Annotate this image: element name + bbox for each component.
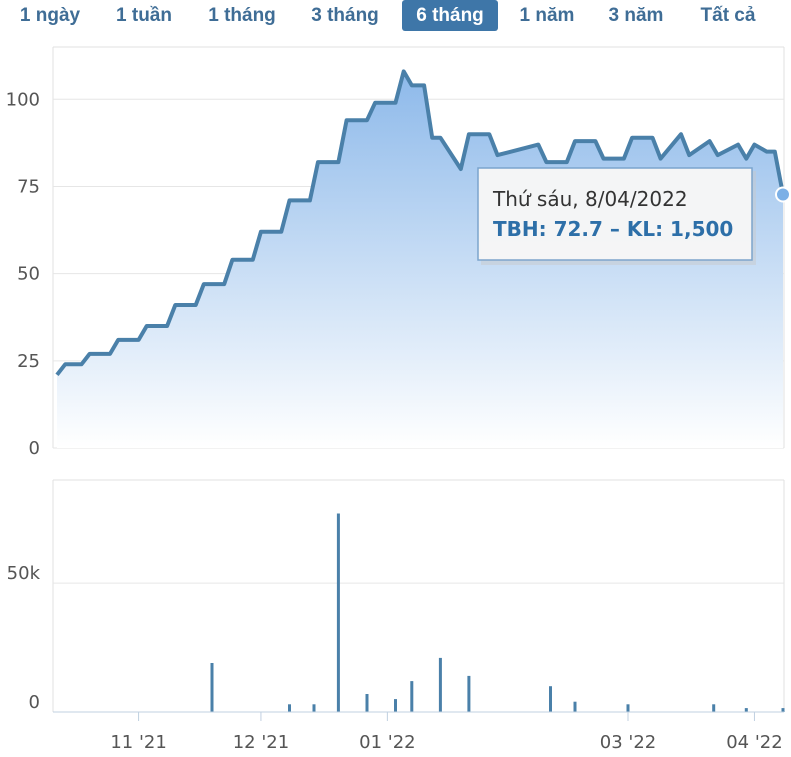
volume-bar bbox=[410, 681, 414, 712]
range-tab-3-years[interactable]: 3 năm bbox=[608, 5, 664, 26]
range-tab-6-months[interactable]: 6 tháng bbox=[402, 0, 498, 31]
price-y-tick-label: 0 bbox=[29, 438, 40, 459]
volume-bar bbox=[573, 701, 577, 712]
tooltip: Thứ sáu, 8/04/2022 TBH: 72.7 – KL: 1,500 bbox=[477, 167, 756, 265]
price-y-tick-label: 100 bbox=[6, 89, 40, 110]
x-tick-label: 01 '22 bbox=[359, 732, 415, 753]
price-y-axis: 0 25 50 75 100 bbox=[6, 89, 40, 459]
volume-bar bbox=[365, 694, 369, 712]
range-tab-3-months[interactable]: 3 tháng bbox=[311, 5, 379, 26]
volume-bar bbox=[626, 704, 630, 712]
tooltip-date: Thứ sáu, 8/04/2022 bbox=[492, 187, 688, 211]
volume-bar bbox=[438, 657, 442, 712]
range-tab-1-week[interactable]: 1 tuần bbox=[116, 5, 172, 26]
hover-point-marker bbox=[775, 186, 791, 203]
volume-bar bbox=[712, 704, 716, 712]
range-tab-all[interactable]: Tất cả bbox=[700, 5, 756, 26]
price-area bbox=[57, 71, 783, 449]
x-tick-label: 11 '21 bbox=[110, 732, 166, 753]
tooltip-values: TBH: 72.7 – KL: 1,500 bbox=[493, 217, 733, 241]
volume-bar bbox=[312, 704, 316, 712]
x-tick-label: 03 '22 bbox=[600, 732, 656, 753]
volume-bar bbox=[467, 675, 471, 712]
volume-bars bbox=[210, 513, 785, 712]
tooltip-box bbox=[477, 167, 753, 261]
volume-y-axis: 0 50k bbox=[7, 563, 41, 713]
volume-y-tick-label: 0 bbox=[29, 692, 40, 713]
range-tab-1-day[interactable]: 1 ngày bbox=[19, 5, 81, 26]
price-y-tick-label: 50 bbox=[17, 264, 40, 285]
range-selector: 1 ngày 1 tuần 1 tháng 3 tháng 6 tháng 1 … bbox=[0, 0, 791, 34]
volume-bar bbox=[394, 699, 397, 712]
price-y-tick-label: 25 bbox=[17, 351, 40, 372]
x-axis: 11 '21 12 '21 01 '22 03 '22 04 '22 bbox=[110, 712, 783, 753]
volume-bar bbox=[210, 663, 214, 712]
x-tick-label: 12 '21 bbox=[233, 732, 289, 753]
volume-y-tick-label: 50k bbox=[7, 563, 41, 584]
volume-bar bbox=[288, 704, 291, 712]
hover-point bbox=[775, 186, 791, 203]
range-tab-1-year[interactable]: 1 năm bbox=[519, 5, 575, 26]
volume-bar bbox=[549, 686, 552, 712]
volume-bar bbox=[781, 708, 785, 712]
volume-bar bbox=[744, 708, 748, 712]
price-line bbox=[55, 69, 785, 377]
volume-bar bbox=[336, 513, 340, 712]
price-y-tick-label: 75 bbox=[17, 176, 40, 197]
x-tick-label: 04 '22 bbox=[726, 732, 782, 753]
range-tab-1-month[interactable]: 1 tháng bbox=[208, 5, 276, 26]
